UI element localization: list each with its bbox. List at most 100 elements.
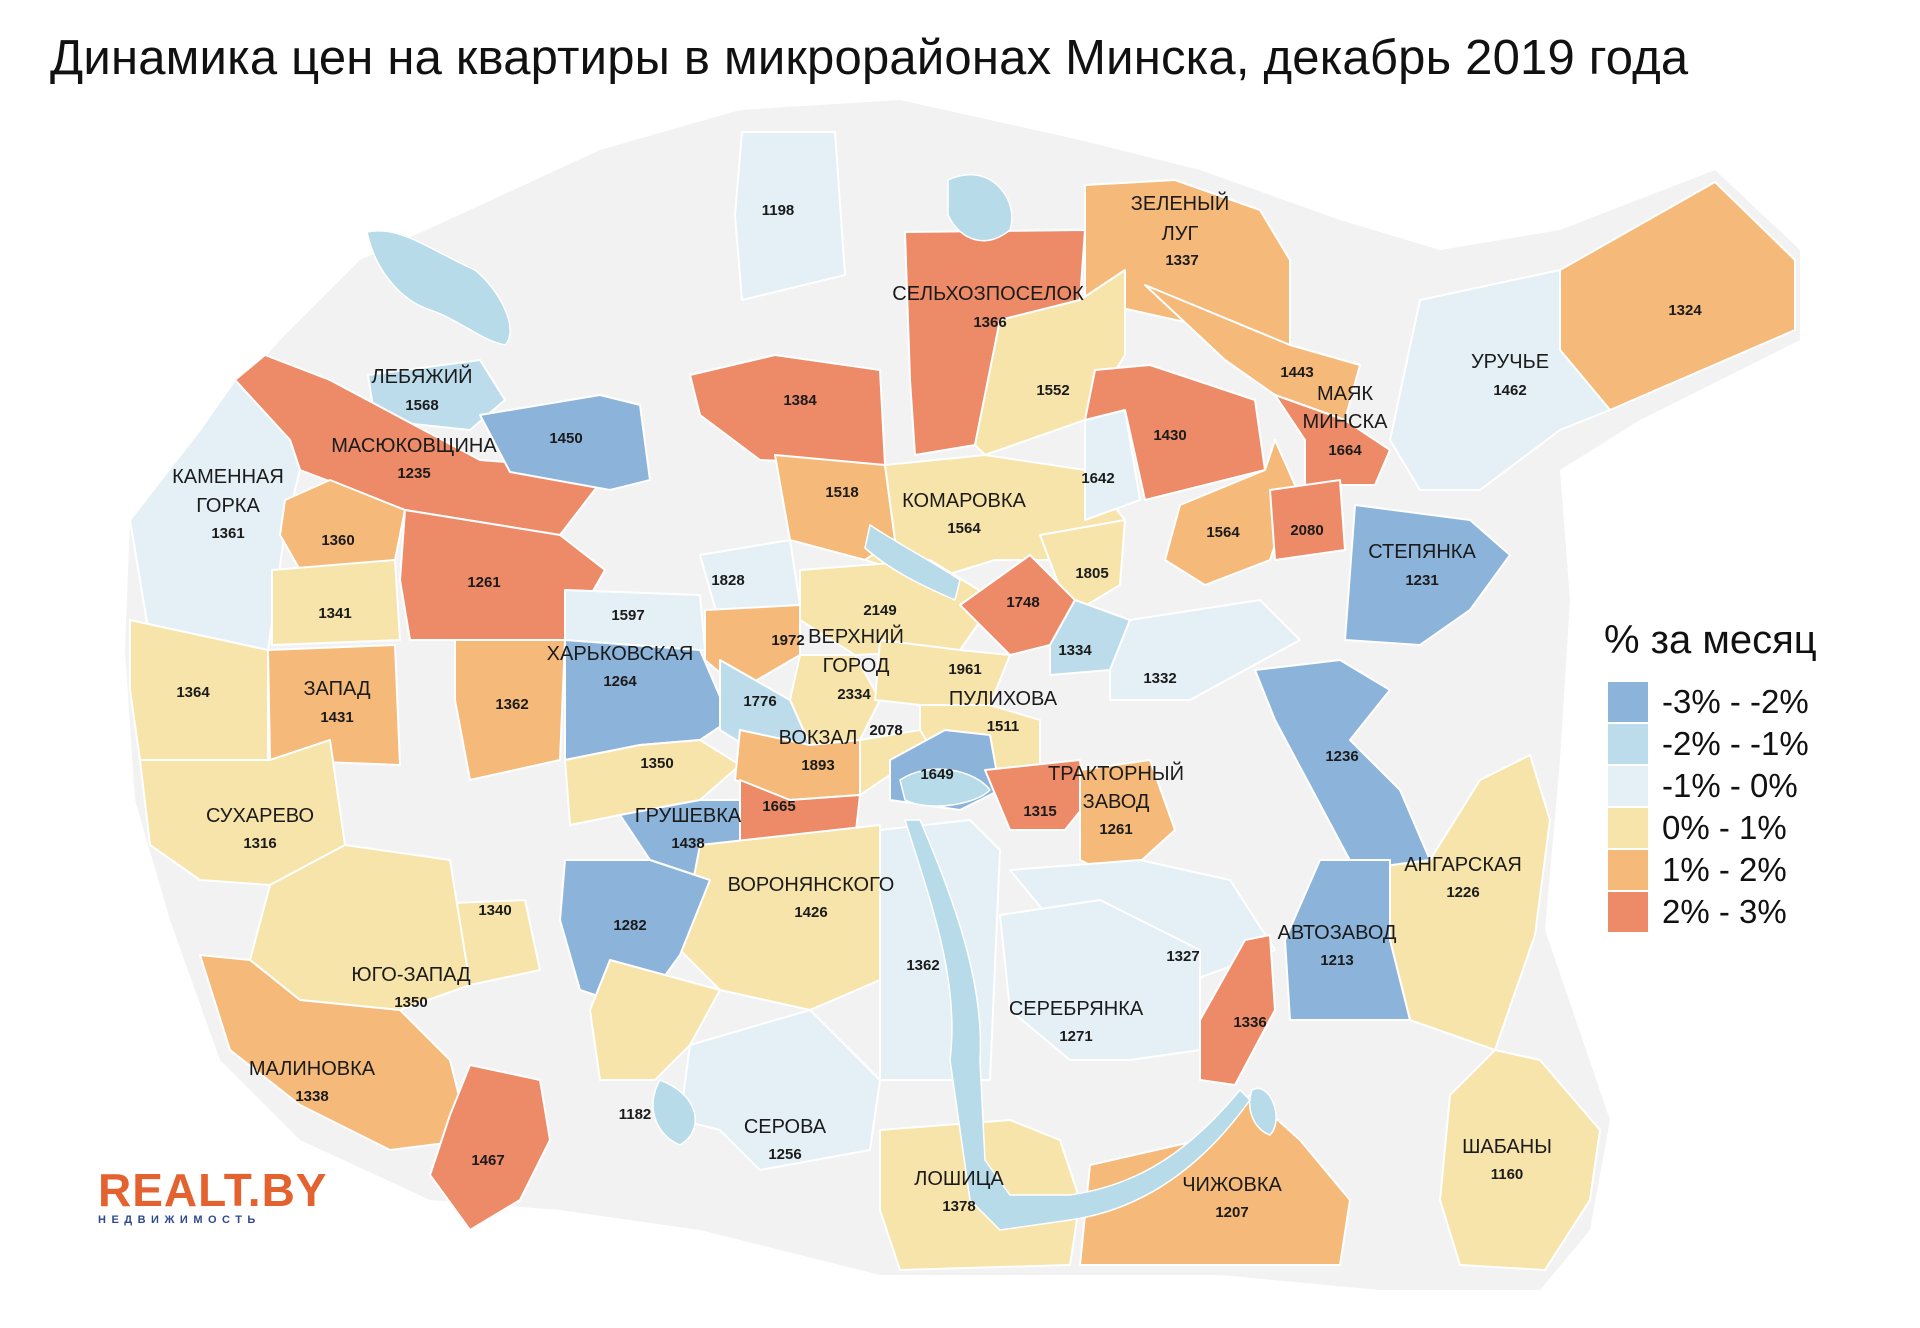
district-area (1284, 859, 1411, 1021)
district-price: 1235 (397, 465, 430, 482)
district-price: 1327 (1166, 948, 1199, 965)
district-price: 1236 (1325, 748, 1358, 765)
district-name: ЛОШИЦА (914, 1168, 1004, 1190)
district-name: ТРАКТОРНЫЙ ЗАВОД (1048, 761, 1184, 813)
district-name-line: ЗЕЛЕНЫЙ (1131, 191, 1229, 215)
district-name: КАМЕННАЯ ГОРКА (172, 466, 284, 517)
district-name-line: ЗАВОД (1083, 791, 1150, 813)
district-price: 1340 (478, 902, 511, 919)
district-name: ЮГО-ЗАПАД (351, 964, 471, 986)
district-area (1199, 934, 1276, 1086)
district-price: 1564 (947, 520, 981, 537)
district-name: ЗАПАД (303, 678, 371, 700)
district-name: ВЕРХНИЙ ГОРОД (808, 624, 904, 677)
logo-tagline: НЕДВИЖИМОСТЬ (98, 1214, 261, 1226)
district-name: ГРУШЕВКА (635, 805, 742, 827)
district-price: 1338 (295, 1088, 328, 1105)
district-price: 1972 (771, 632, 804, 649)
legend-item: 2% - 3% (1608, 891, 1817, 933)
district-price: 1226 (1446, 884, 1479, 901)
water-body (1249, 1087, 1277, 1136)
district-price: 1341 (318, 605, 351, 622)
district-price: 1198 (762, 202, 795, 219)
water-body (947, 173, 1013, 242)
map-legend: % за месяц -3% - -2% -2% - -1% -1% - 0% 0% … (1604, 618, 1817, 933)
district-price: 1443 (1280, 364, 1313, 381)
district-price: 2080 (1290, 522, 1323, 539)
district-price: 2078 (869, 722, 902, 739)
district-price: 1282 (613, 917, 646, 934)
water-layer (366, 173, 1277, 1231)
district-price: 1597 (611, 607, 644, 624)
district-price: 1961 (948, 661, 981, 678)
district-price: 1748 (1006, 594, 1039, 611)
district-name-line: КАМЕННАЯ (172, 466, 284, 488)
legend-swatch (1608, 892, 1648, 932)
district-price: 1350 (640, 755, 673, 772)
legend-item: 0% - 1% (1608, 807, 1817, 849)
district-price: 1364 (176, 684, 210, 701)
district-price: 1261 (467, 574, 500, 591)
district-price: 1642 (1081, 470, 1114, 487)
district-area (1079, 759, 1176, 881)
district-price: 1362 (906, 957, 939, 974)
district-price: 2149 (863, 602, 896, 619)
district-area (1109, 599, 1301, 701)
district-price: 1378 (942, 1198, 975, 1215)
district-name: МАЯК МИНСКА (1303, 383, 1389, 433)
district-name: УРУЧЬЕ (1471, 351, 1549, 373)
district-price: 1261 (1099, 821, 1132, 838)
district-name-line: ТРАКТОРНЫЙ (1048, 761, 1184, 785)
district-price: 1361 (211, 525, 244, 542)
district-area (429, 1064, 551, 1231)
legend-label: -3% - -2% (1662, 683, 1809, 720)
legend-item: 1% - 2% (1608, 849, 1817, 891)
district-name-line: МИНСКА (1303, 411, 1389, 433)
district-name: АВТОЗАВОД (1278, 922, 1397, 944)
districts-layer (129, 131, 1796, 1271)
district-price: 1893 (801, 757, 834, 774)
legend-swatch (1608, 850, 1648, 890)
district-price: 1431 (320, 709, 353, 726)
district-area (1389, 269, 1611, 491)
district-price: 1271 (1059, 1028, 1092, 1045)
district-price: 1256 (768, 1146, 801, 1163)
district-price: 1160 (1491, 1166, 1524, 1183)
district-price: 1828 (711, 572, 744, 589)
district-area (1274, 394, 1391, 486)
district-area (1269, 479, 1346, 561)
district-price: 1360 (321, 532, 354, 549)
district-price: 1337 (1165, 252, 1198, 269)
legend-item: -1% - 0% (1608, 765, 1817, 807)
district-area (984, 759, 1086, 831)
district-area (479, 394, 651, 491)
logo-wordmark: REALT.BY (98, 1164, 328, 1216)
district-price: 1511 (987, 718, 1020, 735)
district-price: 1264 (603, 673, 637, 690)
district-area (564, 739, 741, 826)
legend-title: % за месяц (1604, 618, 1817, 662)
district-price: 1231 (1405, 572, 1438, 589)
district-name: МАСЮКОВЩИНА (331, 435, 497, 457)
district-price: 1384 (783, 392, 817, 409)
district-name: СЕЛЬХОЗПОСЕЛОК (892, 283, 1084, 305)
legend-swatch (1608, 724, 1648, 764)
legend-swatch (1608, 808, 1648, 848)
district-price: 1564 (1206, 524, 1240, 541)
district-price: 1426 (794, 904, 827, 921)
district-price: 1316 (243, 835, 276, 852)
district-price: 1776 (743, 693, 776, 710)
district-name-line: ГОРОД (823, 655, 890, 677)
district-area (879, 819, 1001, 1081)
district-price: 1450 (549, 430, 582, 447)
district-name: СТЕПЯНКА (1368, 541, 1476, 563)
district-name: СЕРОВА (744, 1116, 827, 1138)
district-area (734, 131, 846, 301)
district-price: 1207 (1215, 1204, 1248, 1221)
district-price: 1336 (1233, 1014, 1266, 1031)
water-body (366, 230, 511, 346)
district-name-line: ГОРКА (196, 495, 260, 517)
district-name-line: ВЕРХНИЙ (808, 624, 904, 648)
district-price: 1552 (1036, 382, 1069, 399)
